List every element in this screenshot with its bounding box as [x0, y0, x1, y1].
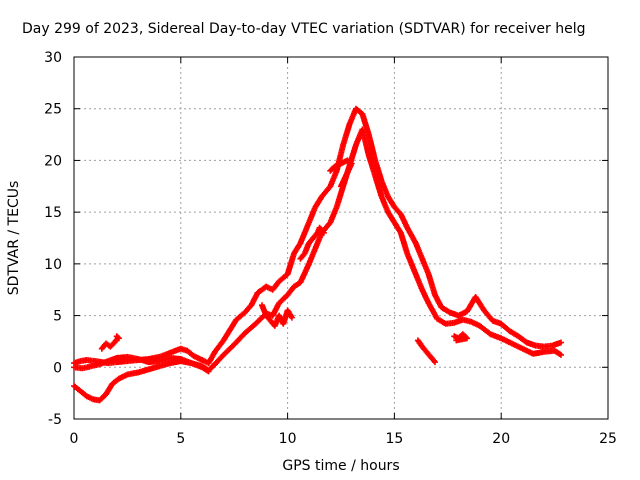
x-tick-label: 0: [70, 431, 79, 447]
data-point: [205, 368, 212, 375]
series-track-H: [414, 337, 438, 366]
chart-title: Day 299 of 2023, Sidereal Day-to-day VTE…: [22, 21, 585, 37]
y-tick-label: 0: [53, 360, 62, 376]
data-point: [288, 314, 295, 321]
series-track-I: [451, 331, 470, 344]
series-track-G: [327, 157, 355, 190]
x-axis-label: GPS time / hours: [282, 458, 399, 474]
y-tick-label: 20: [44, 153, 62, 169]
x-axis: 0 5 10 15 20 25: [70, 57, 617, 447]
data-point: [558, 339, 564, 346]
x-tick-label: 5: [176, 431, 185, 447]
x-tick-label: 25: [599, 431, 617, 447]
y-tick-label: 5: [53, 309, 62, 325]
y-tick-label: 10: [44, 257, 62, 273]
y-axis: -5 0 5 10 15 20 25 30: [44, 50, 608, 428]
data-point: [453, 337, 460, 344]
x-tick-label: 15: [385, 431, 403, 447]
series-track-C: [71, 358, 212, 404]
y-tick-label: 30: [44, 50, 62, 66]
series-track-F: [297, 224, 327, 262]
y-tick-label: -5: [48, 412, 62, 428]
y-tick-label: 25: [44, 102, 62, 118]
data-point: [114, 334, 121, 341]
x-tick-label: 20: [492, 431, 510, 447]
data-point: [342, 176, 349, 182]
y-axis-label: SDTVAR / TECUs: [6, 181, 22, 296]
series-track-B: [71, 126, 564, 374]
grid-lines: [74, 57, 608, 419]
x-tick-label: 10: [279, 431, 297, 447]
y-tick-label: 15: [44, 205, 62, 221]
data-point: [320, 229, 327, 236]
data-point: [113, 333, 120, 340]
plot-frame: [73, 56, 609, 420]
series-track-D: [98, 333, 122, 352]
data-series: [71, 105, 564, 404]
data-point: [432, 359, 438, 366]
data-point: [558, 351, 564, 358]
series-track-E: [259, 302, 295, 329]
